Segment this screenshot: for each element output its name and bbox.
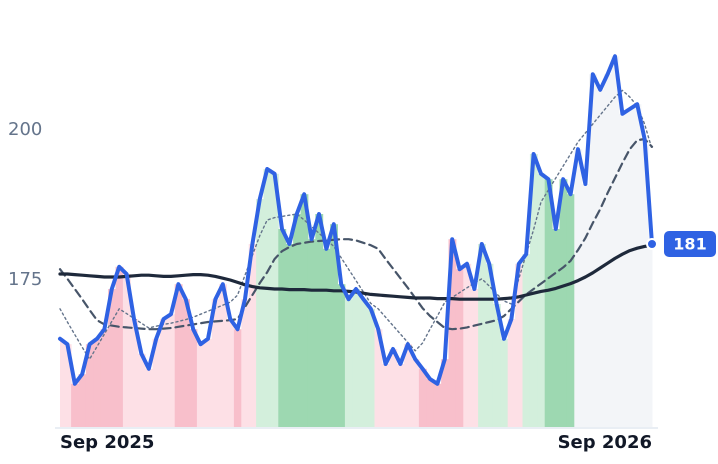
regime-bar — [522, 254, 531, 427]
regime-bar — [433, 383, 442, 427]
regime-bar — [485, 263, 494, 427]
regime-bar — [544, 179, 553, 427]
regime-bar — [85, 344, 94, 427]
regime-bar — [611, 56, 620, 427]
regime-bar — [529, 154, 538, 427]
regime-bar — [182, 299, 190, 427]
last-point — [646, 238, 658, 250]
regime-bar — [256, 199, 264, 427]
regime-bar — [93, 338, 102, 427]
regime-bar — [374, 329, 383, 427]
regime-bar — [71, 383, 79, 427]
regime-bar — [285, 244, 294, 427]
regime-bar — [145, 368, 153, 427]
regime-bar — [248, 244, 257, 427]
regime-bar — [233, 329, 242, 427]
regime-bar — [300, 194, 309, 427]
regime-bar — [463, 263, 472, 427]
regime-bar — [507, 319, 516, 427]
regime-bar — [455, 269, 464, 427]
lines — [58, 54, 658, 386]
regime-bar — [596, 89, 605, 428]
regime-bar — [618, 113, 627, 428]
regime-bar — [470, 289, 479, 427]
regime-bar — [115, 266, 124, 427]
regime-bar — [263, 169, 272, 427]
regime-bar — [63, 344, 72, 427]
regime-fills — [60, 56, 653, 428]
regime-bar — [293, 214, 301, 427]
regime-bar — [137, 353, 146, 427]
regime-bar — [330, 224, 338, 427]
regime-bar — [219, 284, 227, 427]
last-value-label: 181 — [673, 235, 706, 254]
regime-bar — [122, 274, 131, 427]
regime-bar — [574, 149, 583, 427]
regime-bar — [270, 173, 279, 427]
x-tick-label: Sep 2026 — [558, 432, 652, 453]
regime-bar — [241, 299, 250, 427]
last-value-badge — [664, 231, 716, 257]
regime-bar — [633, 104, 642, 427]
regime-bar — [130, 319, 139, 427]
regime-bar — [174, 284, 183, 427]
regime-bar — [167, 314, 176, 427]
regime-bar — [418, 368, 427, 427]
regime-bar — [322, 248, 331, 427]
regime-bar — [367, 308, 375, 427]
regime-bar — [566, 194, 575, 427]
regime-bar — [315, 214, 324, 427]
regime-bar — [500, 338, 509, 427]
regime-bar — [559, 179, 568, 427]
regime-bar — [352, 289, 361, 427]
regime-bar — [159, 319, 168, 427]
regime-bar — [640, 139, 649, 427]
regime-bar — [515, 263, 523, 427]
regime-bar — [648, 244, 653, 427]
regime-bar — [552, 229, 560, 427]
regime-bar — [108, 289, 116, 427]
series-line — [58, 54, 654, 386]
regime-bar — [344, 299, 353, 427]
regime-bar — [278, 229, 287, 427]
regime-bar — [589, 74, 597, 427]
regime-bar — [404, 344, 412, 427]
labels: 175 200 Sep 2025 Sep 2026 181 — [8, 119, 716, 453]
y-tick-label: 175 — [8, 269, 42, 290]
regime-bar — [100, 329, 109, 427]
regime-bar — [226, 319, 235, 427]
y-tick-label: 200 — [8, 119, 42, 140]
regime-bar — [307, 239, 316, 427]
regime-bar — [78, 374, 87, 427]
regime-bar — [60, 338, 65, 427]
regime-bar — [196, 344, 205, 427]
regime-bar — [492, 304, 501, 427]
regime-bar — [448, 239, 457, 427]
regime-bar — [581, 184, 590, 427]
regime-bar — [337, 284, 346, 427]
regime-bar — [152, 338, 161, 427]
regime-bar — [389, 349, 398, 427]
series-line — [59, 89, 653, 360]
regime-bar — [626, 109, 634, 427]
regime-bar — [603, 74, 612, 427]
regime-bar — [396, 364, 405, 427]
regime-bar — [537, 173, 546, 427]
regime-bar — [441, 359, 449, 427]
regime-bar — [381, 364, 390, 427]
x-tick-label: Sep 2025 — [60, 432, 154, 453]
regime-bar — [204, 338, 213, 427]
regime-bar — [478, 244, 486, 427]
regime-bar — [189, 329, 198, 427]
regime-bar — [359, 299, 368, 427]
regime-bar — [426, 379, 435, 427]
regime-bar — [211, 299, 220, 427]
regime-bar — [411, 359, 420, 427]
